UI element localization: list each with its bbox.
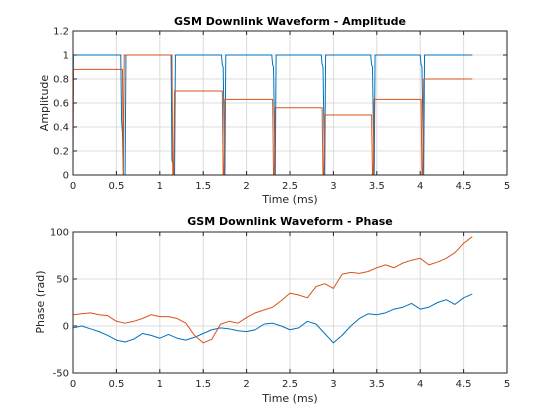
phase-y-tick-label-2: 50 [56, 275, 69, 286]
phase-y-tick-label-0: -50 [53, 369, 69, 380]
amplitude-x-tick-label-5: 2.5 [282, 181, 298, 192]
amplitude-x-tick-label-0: 0 [70, 181, 76, 192]
amplitude-x-tick-label-4: 2 [243, 181, 249, 192]
amplitude-ticks: 0 0.5 1 1.5 2 2.5 3 3.5 4 4.5 5 0 0.2 0.4 0.6 0.8 1 1.2 [53, 27, 510, 193]
amplitude-x-tick-label-10: 5 [504, 181, 510, 192]
phase-y-tick-label-1: 0 [63, 322, 69, 333]
amplitude-x-tick-label-8: 4 [417, 181, 423, 192]
phase-x-axis-label: Time (ms) [261, 392, 317, 405]
amplitude-y-tick-label-0: 0 [63, 171, 69, 182]
phase-series-line-1 [72, 236, 473, 344]
amplitude-x-axis-label: Time (ms) [261, 193, 317, 206]
amplitude-x-tick-label-6: 3 [330, 181, 336, 192]
amplitude-y-tick-label-1: 0.2 [53, 147, 69, 158]
phase-y-tick-label-3: 100 [50, 228, 69, 239]
phase-x-tick-label-1: 0.5 [108, 379, 124, 390]
amplitude-x-tick-label-9: 4.5 [456, 181, 472, 192]
phase-y-axis-label: Phase (rad) [34, 270, 47, 333]
amplitude-y-tick-label-2: 0.4 [53, 123, 69, 134]
phase-x-tick-label-4: 2 [243, 379, 249, 390]
phase-x-tick-label-6: 3 [330, 379, 336, 390]
amplitude-axes: 0 0.5 1 1.5 2 2.5 3 3.5 4 4.5 5 0 0.2 0.4 0.6 0.8 1 1.2 G… [38, 15, 510, 206]
amplitude-x-tick-label-2: 1 [157, 181, 163, 192]
amplitude-x-tick-label-1: 0.5 [108, 181, 124, 192]
amplitude-y-tick-label-5: 1 [63, 51, 69, 62]
amplitude-y-tick-label-4: 0.8 [53, 75, 69, 86]
phase-x-tick-label-3: 1.5 [195, 379, 211, 390]
amplitude-y-axis-label: Amplitude [38, 75, 51, 132]
phase-x-tick-label-0: 0 [70, 379, 76, 390]
amplitude-y-tick-label-6: 1.2 [53, 27, 69, 38]
amplitude-x-tick-label-7: 3.5 [369, 181, 385, 192]
amplitude-y-tick-label-3: 0.6 [53, 99, 69, 110]
amplitude-chart-title: GSM Downlink Waveform - Amplitude [174, 15, 406, 28]
phase-x-tick-label-5: 2.5 [282, 379, 298, 390]
phase-x-tick-label-8: 4 [417, 379, 423, 390]
phase-x-tick-label-10: 5 [504, 379, 510, 390]
phase-series [72, 236, 473, 344]
amplitude-x-tick-label-3: 1.5 [195, 181, 211, 192]
phase-chart-title: GSM Downlink Waveform - Phase [187, 215, 393, 228]
phase-x-tick-label-9: 4.5 [456, 379, 472, 390]
phase-x-tick-label-7: 3.5 [369, 379, 385, 390]
phase-x-tick-label-2: 1 [157, 379, 163, 390]
phase-series-line-0 [72, 293, 473, 344]
